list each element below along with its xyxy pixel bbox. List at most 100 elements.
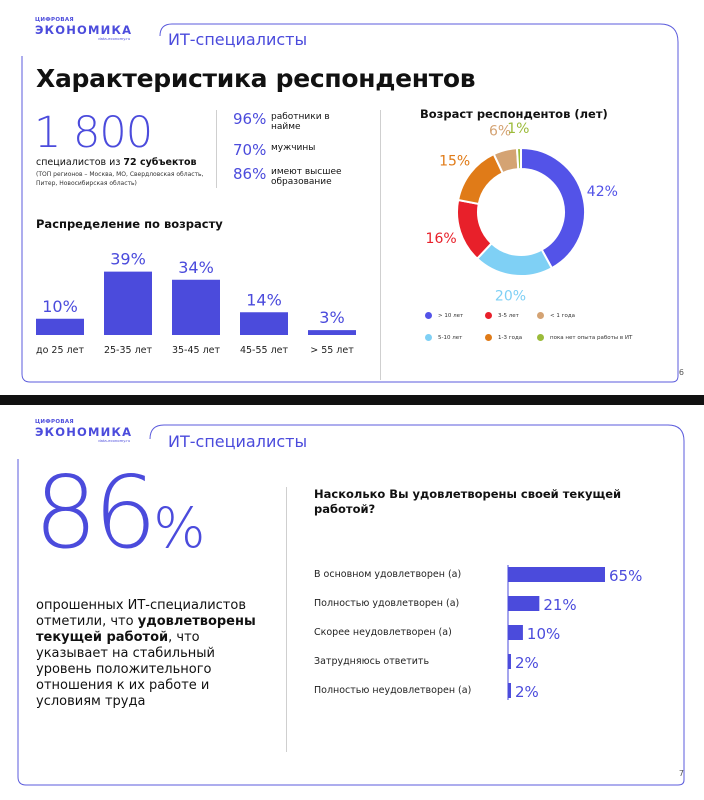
legend-swatch <box>485 312 492 319</box>
legend-swatch <box>485 334 492 341</box>
section-title: ИТ-специалисты <box>168 30 308 49</box>
legend-item: < 1 года <box>537 312 575 319</box>
page-title: Характеристика респондентов <box>36 64 476 93</box>
section-title: ИТ-специалисты <box>168 432 308 451</box>
satisfaction-bar-value-label: 65% <box>609 567 642 585</box>
satisfaction-bar-value-label: 2% <box>515 683 539 701</box>
donut-slice-label: 1% <box>507 121 529 137</box>
age-bar-value-label: 10% <box>42 297 78 316</box>
logo-main-text: ЭКОНОМИКА <box>35 424 133 439</box>
regions-note: (ТОП регионов – Москва, МО, Свердловская… <box>36 171 204 187</box>
logo-top-text: ЦИФРОВАЯ <box>35 17 74 23</box>
stat-value: 96% <box>233 110 267 128</box>
logo: ЦИФРОВАЯ ЭКОНОМИКА data-economy.ru <box>35 17 133 41</box>
age-distribution-title: Распределение по возрасту <box>36 217 223 231</box>
legend-swatch <box>537 334 544 341</box>
legend-label: пока нет опыта работы в ИТ <box>550 334 633 341</box>
age-bar <box>240 312 288 335</box>
legend-swatch <box>425 312 432 319</box>
slide-separator <box>0 395 704 405</box>
legend-label: 1-3 года <box>498 334 523 341</box>
count-caption-bold: 72 субъектов <box>123 157 197 168</box>
satisfaction-category-label: Скорее неудовлетворен (а) <box>314 627 452 638</box>
respondents-count-caption: специалистов из 72 субъектов <box>36 157 196 168</box>
slide-frame <box>17 424 685 786</box>
legend-item: 3-5 лет <box>485 312 519 319</box>
logo-sub-text: data-economy.ru <box>98 438 131 443</box>
description-text: , что указывает на стабильный уровень по… <box>36 630 215 709</box>
satisfaction-category-label: Затрудняюсь ответить <box>314 656 430 667</box>
slide-respondents: ЦИФРОВАЯ ЭКОНОМИКА data-economy.ru ИТ-сп… <box>0 0 704 393</box>
experience-chart-title: Возраст респондентов (лет) <box>420 107 608 121</box>
satisfaction-bar <box>508 654 511 669</box>
respondents-count: 1 800 <box>34 108 153 158</box>
satisfaction-bar <box>508 625 523 640</box>
satisfaction-bar <box>508 596 540 611</box>
legend-item: 1-3 года <box>485 334 522 341</box>
stat-label: мужчины <box>271 143 316 153</box>
description-text: опрошенных ИТ-специалистов отметили, что <box>36 598 246 629</box>
age-bar-value-label: 14% <box>246 290 282 309</box>
age-category-label: > 55 лет <box>310 345 354 356</box>
donut-slice-label: 15% <box>439 154 470 170</box>
satisfied-percent-number: 86 <box>34 454 157 571</box>
stat-label: имеют высшее образование <box>271 167 342 187</box>
satisfaction-bar <box>508 683 511 698</box>
satisfaction-category-label: В основном удовлетворен (а) <box>314 569 462 580</box>
divider <box>216 110 217 188</box>
count-caption-prefix: специалистов из <box>36 157 124 168</box>
satisfaction-question: Насколько Вы удовлетворены своей текущей… <box>314 487 622 516</box>
description-bold: удовлетворены текущей работой <box>36 614 256 645</box>
legend-swatch <box>537 312 544 319</box>
donut-legend: > 10 лет 5-10 лет 3-5 лет 1-3 года < 1 года п… <box>425 312 675 352</box>
donut-slice-label: 6% <box>489 124 511 140</box>
age-category-label: 35-45 лет <box>172 345 221 356</box>
satisfied-percent-sign: % <box>153 496 206 560</box>
age-bar <box>104 271 152 335</box>
stat-value: 70% <box>233 141 267 159</box>
age-bar-value-label: 34% <box>178 258 214 277</box>
stat-label: работники в найме <box>271 112 330 132</box>
satisfaction-category-label: Полностью неудовлетворен (а) <box>314 685 472 696</box>
satisfaction-bar-value-label: 21% <box>543 596 576 614</box>
age-bar <box>36 318 84 335</box>
slide-frame <box>21 23 679 383</box>
satisfied-percent: 86% <box>34 463 206 563</box>
stat-higher-education: 86% имеют высшее образование <box>233 165 361 187</box>
slide-satisfaction: ЦИФРОВАЯ ЭКОНОМИКА data-economy.ru ИТ-сп… <box>0 407 704 800</box>
divider <box>380 110 381 380</box>
donut-slice <box>520 146 586 270</box>
legend-swatch <box>425 334 432 341</box>
age-category-label: до 25 лет <box>36 345 84 356</box>
legend-label: 3-5 лет <box>498 312 519 319</box>
page-number: 7 <box>678 769 684 778</box>
legend-label: > 10 лет <box>438 312 464 319</box>
donut-slice-label: 20% <box>495 288 526 304</box>
age-bar-value-label: 39% <box>110 250 146 269</box>
satisfaction-bar-value-label: 2% <box>515 654 539 672</box>
age-category-label: 45-55 лет <box>240 345 289 356</box>
stat-employees: 96% работники в найме <box>233 110 361 132</box>
age-bar <box>172 279 220 335</box>
age-distribution-chart: 10% до 25 лет 39% 25-35 лет 34% 35-45 лет 14% 4… <box>36 250 356 356</box>
logo: ЦИФРОВАЯ ЭКОНОМИКА data-economy.ru <box>35 419 133 443</box>
experience-donut-chart: 42% 20% 16% 15% 6%1% <box>426 121 618 304</box>
legend-label: 5-10 лет <box>438 334 463 341</box>
stat-value: 86% <box>233 165 267 183</box>
legend-item: 5-10 лет <box>425 334 462 341</box>
logo-sub-text: data-economy.ru <box>98 36 131 41</box>
satisfaction-description: опрошенных ИТ-специалистов отметили, что… <box>36 598 271 710</box>
divider <box>286 487 287 752</box>
age-bar <box>308 330 356 335</box>
stat-men: 70% мужчины <box>233 141 361 160</box>
page-number: 6 <box>678 368 684 377</box>
legend-item: пока нет опыта работы в ИТ <box>537 334 632 341</box>
satisfaction-bar-value-label: 10% <box>527 625 560 643</box>
donut-slice-label: 16% <box>426 231 457 247</box>
satisfaction-category-label: Полностью удовлетворен (а) <box>314 598 460 609</box>
logo-main-text: ЭКОНОМИКА <box>35 22 133 37</box>
age-bar-value-label: 3% <box>319 308 344 327</box>
legend-item: > 10 лет <box>425 312 463 319</box>
donut-slice <box>515 146 522 171</box>
